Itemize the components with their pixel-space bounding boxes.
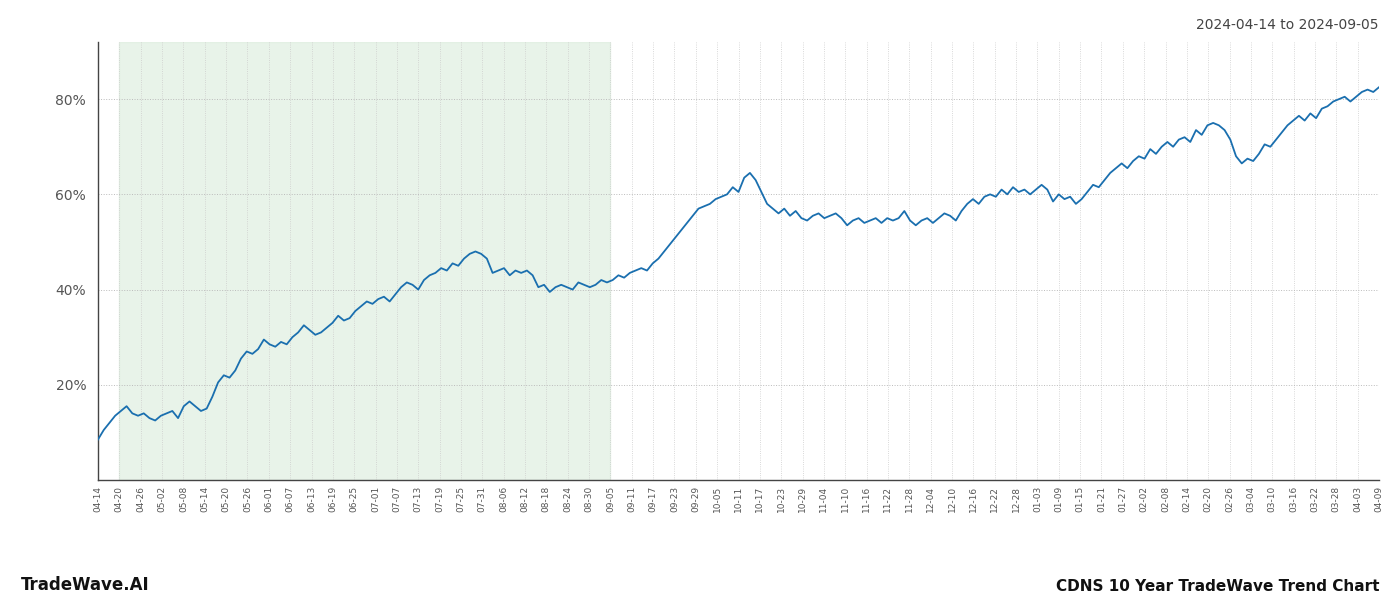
Text: 2024-04-14 to 2024-09-05: 2024-04-14 to 2024-09-05	[1197, 18, 1379, 32]
Text: CDNS 10 Year TradeWave Trend Chart: CDNS 10 Year TradeWave Trend Chart	[1056, 579, 1379, 594]
Text: TradeWave.AI: TradeWave.AI	[21, 576, 150, 594]
Bar	[119, 42, 610, 480]
